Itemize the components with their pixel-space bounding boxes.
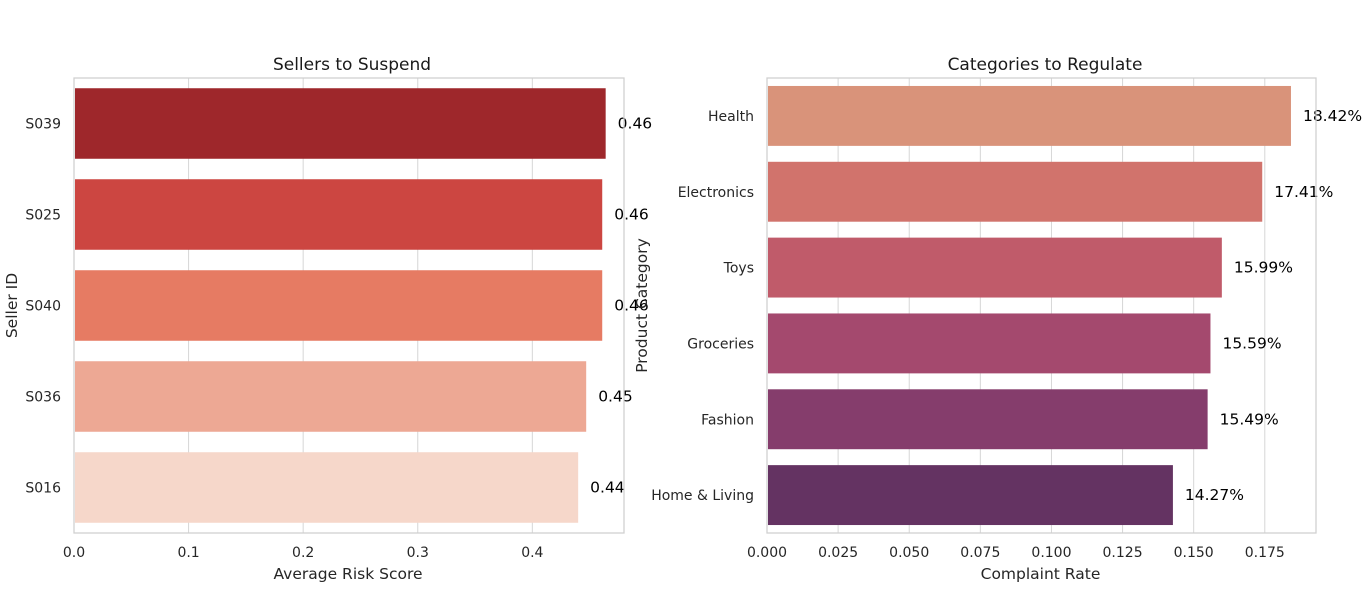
x-tick-label: 0.000	[747, 545, 787, 561]
category-tick-label: Fashion	[701, 412, 754, 428]
chart-title: Categories to Regulate	[948, 55, 1143, 75]
x-tick-label: 0.4	[521, 545, 543, 561]
bar-value-label: 0.46	[618, 115, 653, 133]
x-tick-label: 0.1	[177, 545, 199, 561]
x-tick-label: 0.100	[1031, 545, 1071, 561]
x-tick-label: 0.0	[63, 545, 85, 561]
category-tick-label: Electronics	[678, 185, 754, 201]
category-tick-label: S016	[25, 481, 61, 497]
x-tick-label: 0.3	[407, 545, 429, 561]
x-axis-label: Average Risk Score	[273, 565, 422, 583]
plot-frame	[73, 77, 625, 534]
bar	[768, 313, 1211, 374]
bar-value-label: 0.44	[590, 479, 625, 497]
bar	[768, 161, 1263, 222]
bar	[75, 361, 587, 432]
bar	[75, 88, 606, 159]
bar	[75, 179, 603, 250]
bar-value-label: 0.45	[598, 388, 633, 406]
category-tick-label: Groceries	[687, 336, 754, 352]
bar-value-label: 15.49%	[1220, 410, 1279, 428]
bar	[768, 237, 1222, 298]
category-tick-label: S040	[25, 299, 61, 315]
x-tick-label: 0.175	[1245, 545, 1285, 561]
bar	[75, 270, 603, 341]
x-tick-label: 0.150	[1174, 545, 1214, 561]
bar-value-label: 0.46	[614, 206, 649, 224]
bar-value-label: 14.27%	[1185, 486, 1244, 504]
category-tick-label: Health	[708, 109, 754, 125]
bar-value-label: 17.41%	[1274, 183, 1333, 201]
bar	[768, 465, 1173, 526]
x-tick-label: 0.025	[818, 545, 858, 561]
category-tick-label: S025	[25, 208, 61, 224]
bar	[768, 85, 1291, 146]
bar-value-label: 15.59%	[1222, 334, 1281, 352]
bar-value-label: 18.42%	[1303, 107, 1362, 125]
y-axis-label: Seller ID	[3, 273, 21, 338]
category-tick-label: S039	[25, 117, 61, 133]
bar	[768, 389, 1208, 450]
bar	[75, 452, 579, 523]
category-tick-label: Toys	[723, 261, 754, 277]
x-tick-label: 0.125	[1103, 545, 1143, 561]
x-axis-label: Complaint Rate	[981, 565, 1101, 583]
plot-frame	[766, 77, 1317, 534]
x-tick-label: 0.2	[292, 545, 314, 561]
x-tick-label: 0.075	[960, 545, 1000, 561]
y-axis-label: Product Category	[633, 238, 651, 373]
bar-value-label: 15.99%	[1234, 259, 1293, 277]
bar-value-label: 0.46	[614, 297, 649, 315]
category-tick-label: S036	[25, 390, 61, 406]
x-tick-label: 0.050	[889, 545, 929, 561]
chart-title: Sellers to Suspend	[273, 55, 431, 75]
category-tick-label: Home & Living	[651, 488, 754, 504]
